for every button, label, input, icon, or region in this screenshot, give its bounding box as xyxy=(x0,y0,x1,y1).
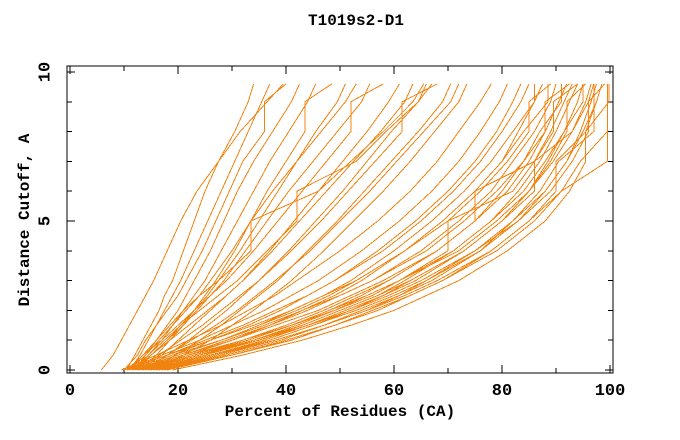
model-curve xyxy=(129,83,357,371)
model-curve xyxy=(161,83,595,371)
model-curve xyxy=(129,83,425,371)
model-curve xyxy=(129,83,570,371)
model-curve xyxy=(156,83,608,371)
x-tick-label: 20 xyxy=(168,382,188,401)
model-curve xyxy=(128,83,271,371)
x-axis-title: Percent of Residues (CA) xyxy=(224,403,456,421)
model-curve xyxy=(137,83,557,371)
model-curve xyxy=(145,83,592,371)
y-tick-label: 5 xyxy=(37,216,56,226)
model-curve xyxy=(150,83,603,371)
model-curve xyxy=(139,83,333,371)
chart-title: T1019s2-D1 xyxy=(307,12,405,30)
model-curve xyxy=(121,83,492,371)
model-curve xyxy=(126,83,255,371)
model-curve xyxy=(123,83,551,371)
x-tick-label: 100 xyxy=(595,382,626,401)
model-curve xyxy=(100,83,284,371)
y-tick-label: 0 xyxy=(37,365,56,375)
model-curve xyxy=(158,83,597,371)
model-curve xyxy=(172,83,610,371)
model-curve xyxy=(140,83,584,371)
model-curve xyxy=(131,83,549,371)
x-tick-label: 60 xyxy=(384,382,404,401)
model-curve xyxy=(137,83,595,371)
model-curve xyxy=(142,83,568,371)
model-curve xyxy=(142,83,460,371)
model-curve xyxy=(137,83,438,371)
model-curve xyxy=(123,83,287,371)
model-curve xyxy=(156,83,468,371)
x-tick-label: 40 xyxy=(276,382,296,401)
x-tick-label: 0 xyxy=(65,382,75,401)
x-tick-label: 80 xyxy=(492,382,512,401)
model-curve xyxy=(145,83,427,371)
model-curve xyxy=(131,83,414,371)
model-curve xyxy=(131,83,317,371)
model-curve xyxy=(134,83,433,371)
model-curve xyxy=(126,83,384,371)
model-curve xyxy=(126,83,530,371)
model-curve xyxy=(123,83,508,371)
model-curve xyxy=(164,83,608,371)
model-curve xyxy=(134,83,578,371)
y-axis-title: Distance Cutoff, A xyxy=(16,133,34,307)
y-tick-label: 10 xyxy=(37,62,56,82)
model-curve xyxy=(139,83,400,371)
